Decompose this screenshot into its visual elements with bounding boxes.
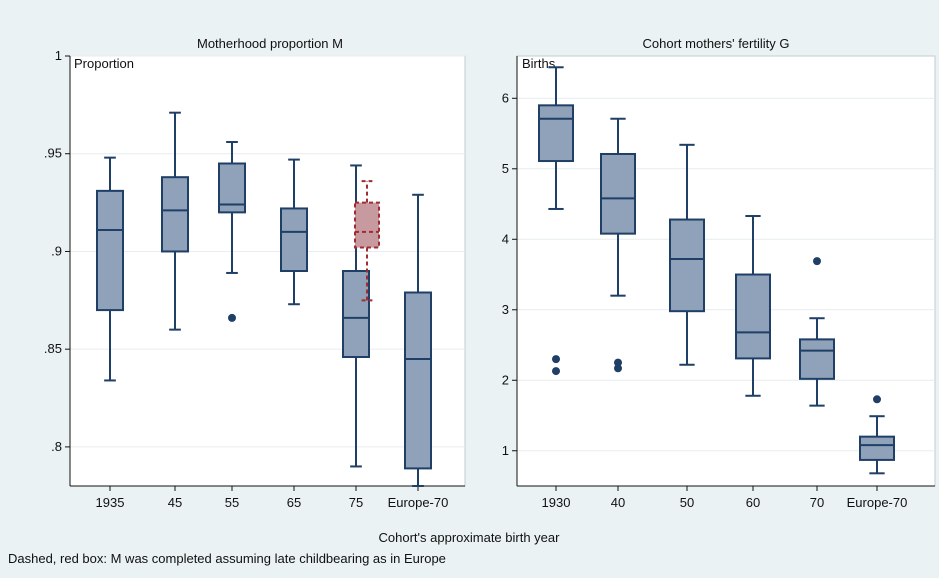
plot-area-fertility: [516, 55, 936, 487]
x-tick-label: 55: [225, 495, 239, 510]
y-tick-label: .85: [44, 341, 62, 356]
box-iqr: [404, 291, 432, 470]
y-axis-fertility: 1 2 3 4 5 6: [502, 56, 518, 486]
y-axis-motherhood: .8 .85 .9 .95 1: [44, 48, 71, 486]
x-tick-label: 70: [810, 495, 824, 510]
box-iqr: [799, 338, 835, 380]
x-tick-label: 50: [680, 495, 694, 510]
x-axis-fertility: 1930 40 50 60 70 Europe-70: [517, 485, 935, 510]
box-fertility-4: [799, 257, 835, 407]
ylabel-fertility: Births: [522, 56, 556, 71]
outlier-point: [813, 257, 821, 266]
box-iqr: [96, 189, 124, 312]
motherhood-panel: Motherhood proportion M Proportion .8 .85…: [44, 36, 466, 510]
y-tick-label: .95: [44, 146, 62, 161]
plot-area-motherhood: [69, 55, 466, 487]
box-iqr: [859, 435, 895, 461]
y-tick-label: 6: [502, 90, 509, 105]
x-axis-motherhood: 1935 45 55 65 75 Europe-70: [70, 485, 465, 510]
panel-title-fertility: Cohort mothers' fertility G: [643, 36, 790, 51]
outlier-point: [552, 355, 560, 364]
outlier-point: [552, 367, 560, 376]
common-xlabel: Cohort's approximate birth year: [379, 530, 561, 545]
box-fertility-1: [600, 117, 636, 373]
x-tick-label: 40: [611, 495, 625, 510]
box-motherhood-2: [218, 141, 246, 322]
outlier-point: [873, 395, 881, 404]
panel-title-motherhood: Motherhood proportion M: [197, 36, 343, 51]
box-iqr: [161, 176, 189, 253]
y-tick-label: 3: [502, 302, 509, 317]
ylabel-motherhood: Proportion: [74, 56, 134, 71]
x-tick-label: 60: [746, 495, 760, 510]
box-motherhood-5: [404, 193, 432, 487]
y-tick-label: 1: [502, 443, 509, 458]
box-iqr: [280, 207, 308, 272]
box-fertility-3: [735, 215, 771, 397]
figure-note: Dashed, red box: M was completed assumin…: [8, 551, 446, 566]
box-motherhood-1: [161, 111, 189, 331]
box-motherhood-0: [96, 156, 124, 382]
box-iqr: [600, 152, 636, 235]
box-fertility-0: [538, 66, 574, 376]
outlier-point: [228, 313, 236, 322]
x-tick-label: 1935: [96, 495, 125, 510]
box-iqr: [735, 273, 771, 360]
outlier-point: [614, 364, 622, 373]
box-fertility-2: [669, 143, 705, 366]
y-tick-label: .8: [51, 439, 62, 454]
y-tick-label: 1: [55, 48, 62, 63]
fertility-panel: Cohort mothers' fertility G Births 1 2 3 4 5…: [502, 36, 936, 510]
y-tick-label: .9: [51, 243, 62, 258]
box-motherhood-3: [280, 158, 308, 306]
x-tick-label: 75: [349, 495, 363, 510]
y-tick-label: 4: [502, 231, 509, 246]
box-iqr: [354, 201, 380, 249]
y-tick-label: 5: [502, 161, 509, 176]
outlier-point: [614, 358, 622, 367]
x-tick-label: 1930: [542, 495, 571, 510]
box-iqr: [669, 218, 705, 313]
x-tick-label: 65: [287, 495, 301, 510]
box-fertility-5: [859, 395, 895, 475]
boxes-motherhood: [96, 111, 432, 487]
completed-box-motherhood: [354, 180, 380, 302]
box-iqr: [342, 270, 370, 358]
gridlines-motherhood: [70, 55, 465, 448]
y-tick-label: 2: [502, 372, 509, 387]
boxes-fertility: [538, 66, 895, 475]
x-tick-label: Europe-70: [388, 495, 449, 510]
gridlines-fertility: [517, 97, 935, 452]
x-tick-label: Europe-70: [847, 495, 908, 510]
x-tick-label: 45: [168, 495, 182, 510]
box-iqr: [538, 104, 574, 163]
